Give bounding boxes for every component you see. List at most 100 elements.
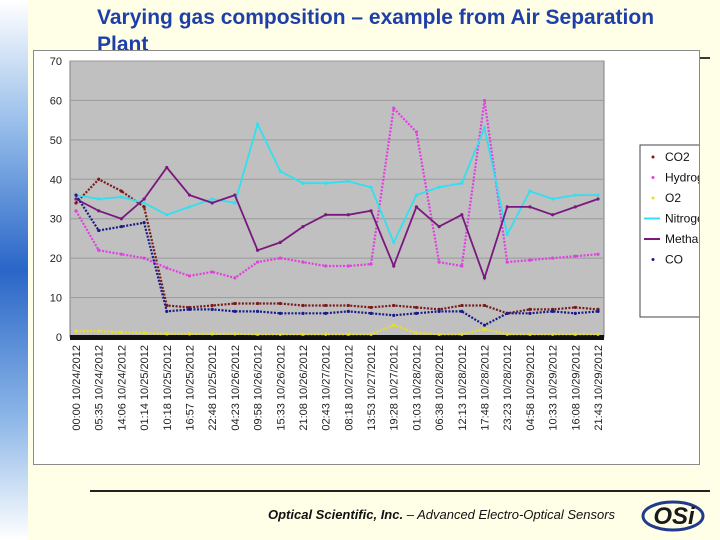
data-point-nitrogen [482,126,487,130]
data-point-methane [324,213,328,217]
x-tick-label: 05:35 10/24/2012 [94,345,106,431]
data-point-hydrogen [301,260,305,264]
data-point-co [142,221,146,225]
series-line-co [75,194,599,327]
data-point-hydrogen [505,260,509,264]
data-point-co [573,311,577,315]
data-point-o2 [165,332,169,336]
data-point-o2 [346,332,350,336]
data-point-co2 [528,307,532,311]
data-point-co [324,311,328,315]
data-point-hydrogen [551,256,555,260]
x-tick-label: 21:43 10/29/2012 [593,345,605,431]
data-point-o2 [119,330,123,334]
legend-label-methane: Methane [665,232,699,246]
footer: Optical Scientific, Inc. – Advanced Elec… [268,507,615,522]
data-point-o2 [528,332,532,336]
x-tick-label: 17:48 10/28/2012 [480,345,492,431]
x-tick-label: 16:08 10/29/2012 [570,345,582,431]
data-point-co2 [346,303,350,308]
x-tick-label: 14:06 10/24/2012 [116,345,128,431]
x-tick-label: 04:58 10/29/2012 [525,345,537,431]
data-point-co2 [74,201,78,205]
data-point-methane [278,240,282,244]
data-point-nitrogen [142,201,146,205]
data-point-nitrogen [369,185,373,189]
x-tick-label: 16:57 10/25/2012 [184,345,196,431]
data-point-o2 [74,329,78,333]
data-point-hydrogen [460,264,464,268]
data-point-hydrogen [187,274,192,278]
y-tick-label: 10 [50,293,62,305]
data-point-methane [165,165,169,170]
logo-text: OSi [653,503,696,530]
data-point-nitrogen [301,181,305,185]
legend-label-co2: CO2 [665,150,690,164]
data-point-co [119,225,123,229]
series-line-hydrogen [75,100,599,280]
data-point-methane [97,209,101,213]
legend-label-o2: O2 [665,191,681,205]
data-point-methane [74,197,78,201]
x-tick-label: 04:23 10/26/2012 [230,345,242,431]
data-point-o2 [324,332,328,336]
data-point-co [165,309,169,313]
x-tick-label: 19:28 10/27/2012 [389,345,401,431]
data-point-hydrogen [528,258,532,262]
x-tick-label: 06:38 10/28/2012 [434,345,446,431]
data-point-co [97,228,101,233]
data-point-hydrogen [482,98,487,103]
data-point-nitrogen [255,122,260,126]
x-tick-label: 15:33 10/26/2012 [275,345,287,431]
data-point-co2 [324,303,328,308]
data-point-nitrogen [119,195,123,199]
footer-divider [90,490,710,492]
footer-separator: – [403,507,418,522]
data-point-methane [210,201,214,205]
x-tick-label: 10:18 10/25/2012 [162,345,174,431]
data-point-hydrogen [142,256,146,260]
chart-frame: 0 10 20 30 40 50 60 70 00:00 10/24/2012 05:35 10/… [33,50,700,465]
data-point-co2 [460,303,464,308]
data-point-co2 [278,301,282,306]
data-point-nitrogen [437,185,441,189]
data-point-o2 [482,327,487,331]
data-point-hydrogen [596,252,600,256]
data-point-nitrogen [324,181,328,185]
osi-logo-icon: OSi [641,500,705,532]
data-point-o2 [301,332,305,336]
data-point-methane [528,205,532,209]
data-point-o2 [551,332,555,336]
data-point-hydrogen [392,106,396,110]
data-point-co [233,309,237,313]
data-point-co [210,307,214,311]
data-point-methane [596,197,600,201]
data-point-o2 [278,332,282,336]
y-tick-label: 20 [50,253,62,265]
data-point-nitrogen [97,197,101,201]
y-tick-label: 0 [56,332,62,344]
data-point-methane [392,264,396,268]
data-point-hydrogen [233,276,237,280]
data-point-o2 [210,332,214,336]
data-point-nitrogen [505,232,509,237]
x-tick-label: 09:58 10/26/2012 [253,345,265,431]
data-point-hydrogen [414,130,419,134]
y-tick-label: 50 [50,135,62,147]
data-point-o2 [97,329,101,333]
data-point-co [301,311,305,315]
data-point-co [505,311,509,315]
data-point-hydrogen [74,209,78,213]
data-point-co [528,311,532,315]
data-point-methane [346,213,350,217]
legend-swatch-o2 [651,196,655,200]
x-tick-label: 08:18 10/27/2012 [343,345,355,431]
data-point-co [551,309,555,313]
data-point-co2 [482,303,487,308]
y-tick-label: 60 [50,95,62,107]
data-point-methane [233,193,237,197]
data-point-co2 [97,177,101,181]
legend-swatch-co2 [651,155,655,159]
x-tick-label: 02:43 10/27/2012 [321,345,333,431]
data-point-methane [437,225,441,229]
